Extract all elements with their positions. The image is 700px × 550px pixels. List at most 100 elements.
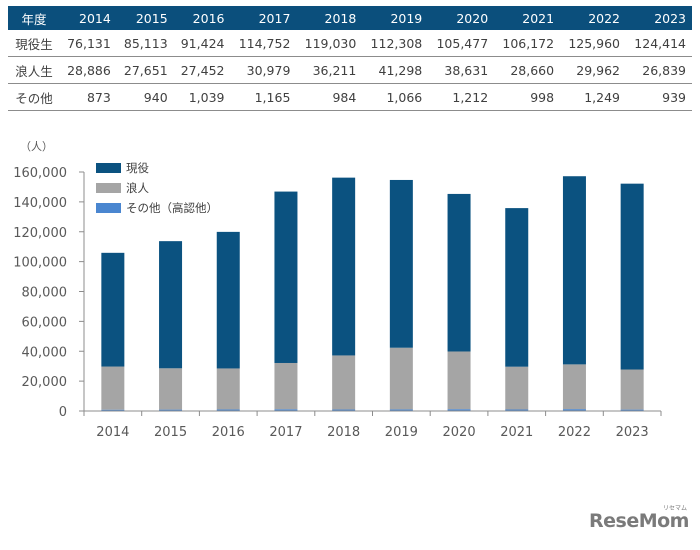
header-year: 2019 (362, 6, 429, 30)
stacked-bar-chart: （人） 0 20,000 40,000 60,000 80,000 100,000 120,… (13, 140, 662, 440)
data-table: 年度 2014 2015 2016 2017 2018 2019 2020 20… (8, 6, 692, 111)
table-cell: 1,066 (362, 83, 429, 111)
x-tick-label: 2022 (558, 425, 591, 440)
bar-segment (505, 409, 529, 411)
legend-label-ronin: 浪人 (126, 181, 149, 195)
header-year: 2016 (173, 6, 231, 30)
bar-segment (447, 409, 471, 411)
bar-segment (332, 355, 356, 410)
x-tick-label: 2023 (616, 425, 649, 440)
bar-segment (389, 179, 413, 348)
header-year: 2017 (230, 6, 297, 30)
table-cell: 998 (494, 83, 561, 111)
bar-segment (562, 409, 586, 411)
x-tick-label: 2017 (269, 425, 302, 440)
legend: 現役 浪人 その他（高認他） (96, 161, 218, 215)
x-tick-label: 2019 (385, 425, 418, 440)
table-cell: 27,651 (116, 56, 174, 84)
table-cell: 41,298 (362, 56, 429, 84)
header-year-label: 年度 (8, 6, 60, 30)
bar-segment (274, 191, 298, 363)
legend-swatch-ronin (96, 183, 121, 193)
header-year: 2023 (626, 6, 692, 30)
table-cell: 85,113 (116, 30, 174, 57)
table-cell: 105,477 (428, 30, 495, 57)
table-cell: 27,452 (173, 56, 231, 84)
table-cell: 114,752 (230, 30, 297, 57)
bar-segment (216, 409, 240, 411)
y-tick-label: 120,000 (13, 226, 67, 241)
logo-subtext: リセマム (662, 505, 687, 512)
bar-segment (389, 409, 413, 411)
header-year: 2020 (428, 6, 495, 30)
table-header-row: 年度 2014 2015 2016 2017 2018 2019 2020 20… (8, 6, 692, 30)
bar-segment (274, 362, 298, 410)
bar-segment (332, 409, 356, 411)
header-year: 2018 (296, 6, 363, 30)
table-cell: 91,424 (173, 30, 231, 57)
bar-segment (216, 231, 240, 369)
bar-segment (332, 177, 356, 356)
table-cell: 29,962 (560, 56, 627, 84)
legend-swatch-genneki (96, 163, 121, 173)
y-tick-label: 100,000 (13, 256, 67, 271)
bar-segment (216, 368, 240, 410)
bar-segment (101, 409, 125, 411)
bar-segment (447, 351, 471, 410)
table-cell: 984 (296, 83, 363, 111)
y-tick-label: 160,000 (13, 166, 67, 181)
table-cell: 125,960 (560, 30, 627, 57)
table-cell: 26,839 (626, 56, 692, 84)
x-tick-label: 2018 (327, 425, 360, 440)
y-tick-label: 80,000 (22, 286, 68, 301)
resemom-logo: ReseMom リセマム (589, 505, 689, 532)
table-cell: 106,172 (494, 30, 561, 57)
bar-segment (101, 366, 125, 410)
bar-segment (159, 409, 183, 411)
header-year: 2015 (116, 6, 174, 30)
bar-segment (562, 176, 586, 365)
table-row: 現役生 76,131 85,113 91,424 114,752 119,030… (8, 30, 692, 57)
y-axis-unit-label: （人） (20, 140, 53, 153)
table-cell: 28,660 (494, 56, 561, 84)
bar-segment (159, 368, 183, 410)
table-cell: 1,212 (428, 83, 495, 111)
x-tick-label: 2016 (212, 425, 245, 440)
row-label: 浪人生 (8, 56, 60, 84)
table-cell: 30,979 (230, 56, 297, 84)
bar-segment (620, 183, 644, 370)
table-row: 浪人生 28,886 27,651 27,452 30,979 36,211 4… (8, 56, 692, 84)
header-year: 2022 (560, 6, 627, 30)
legend-label-other: その他（高認他） (126, 201, 218, 215)
x-tick-label: 2020 (443, 425, 476, 440)
table-cell: 28,886 (60, 56, 117, 84)
bar-segment (101, 252, 125, 367)
y-tick-label: 20,000 (22, 375, 68, 390)
table-cell: 119,030 (296, 30, 363, 57)
legend-swatch-other (96, 203, 121, 213)
bar-segment (505, 208, 529, 367)
table-cell: 1,249 (560, 83, 627, 111)
table-cell: 36,211 (296, 56, 363, 84)
table-cell: 112,308 (362, 30, 429, 57)
table-cell: 124,414 (626, 30, 692, 57)
x-tick-label: 2021 (500, 425, 533, 440)
table-cell: 939 (626, 83, 692, 111)
table-cell: 1,039 (173, 83, 231, 111)
bar-segment (274, 409, 298, 411)
bar-segment (620, 409, 644, 411)
y-tick-label: 0 (59, 405, 67, 420)
row-label: 現役生 (8, 30, 60, 57)
header-year: 2021 (494, 6, 561, 30)
y-tick-label: 60,000 (22, 315, 68, 330)
table-cell: 873 (60, 83, 117, 111)
bar-segment (562, 364, 586, 410)
table-row: その他 873 940 1,039 1,165 984 1,066 1,212 … (8, 83, 692, 111)
table-cell: 1,165 (230, 83, 297, 111)
row-label: その他 (8, 83, 60, 111)
table-cell: 940 (116, 83, 174, 111)
x-tick-label: 2015 (154, 425, 187, 440)
y-tick-label: 140,000 (13, 196, 67, 211)
y-tick-label: 40,000 (22, 345, 68, 360)
table-cell: 76,131 (60, 30, 117, 57)
